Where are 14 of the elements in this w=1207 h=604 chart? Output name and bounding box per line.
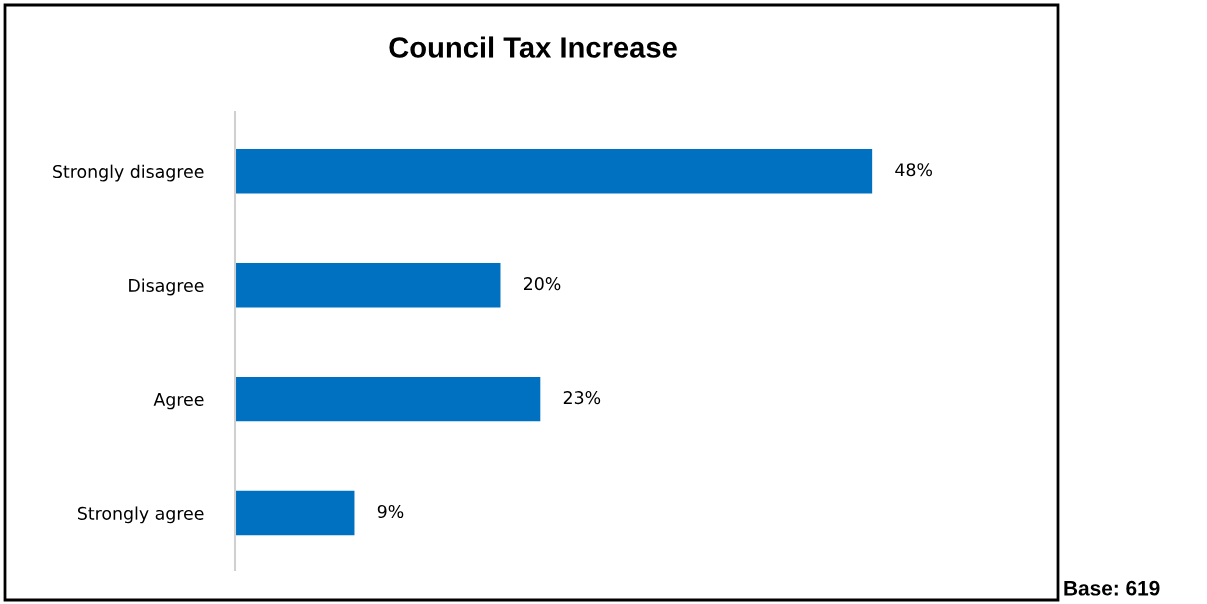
data-label: 9% [377,504,404,519]
bar [235,149,873,194]
data-label: 48% [895,163,933,177]
bar [235,376,541,422]
data-label: 20% [523,277,561,291]
data-label: 23% [563,391,601,405]
y-tick-label: Strongly disagree [53,164,204,182]
bar [235,490,355,536]
y-tick-label: Agree [153,393,204,410]
y-tick-label: Disagree [129,278,204,296]
text: Base: 619 [1064,580,1160,596]
chart-title: Council Tax Increase [389,36,677,58]
y-tick-label: Strongly agree [77,506,204,524]
bar [235,262,501,308]
